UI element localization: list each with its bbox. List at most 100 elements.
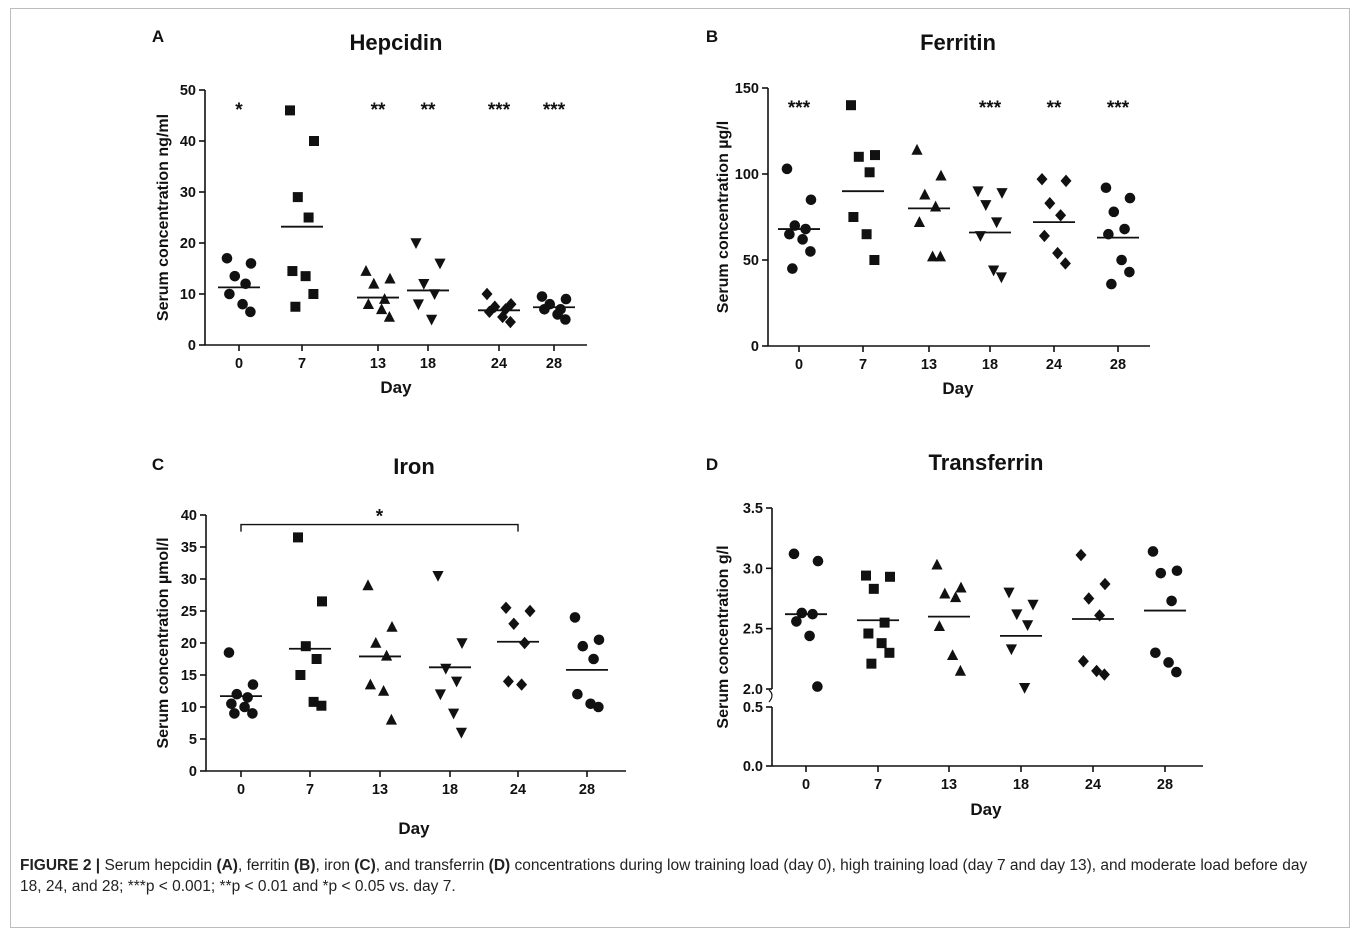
data-point bbox=[1038, 229, 1050, 243]
panel-letter: B bbox=[706, 27, 718, 46]
y-axis-label: Serum concentration µmol/l bbox=[155, 537, 172, 748]
y-tick-label: 0.5 bbox=[743, 700, 763, 716]
x-tick-label: 7 bbox=[298, 356, 306, 372]
data-point bbox=[812, 555, 824, 567]
x-tick-label: 7 bbox=[859, 357, 867, 373]
panel-letter: A bbox=[152, 27, 164, 46]
significance-marker: *** bbox=[543, 100, 566, 121]
data-point bbox=[927, 250, 939, 262]
panel-d: D Transferrin 2.0 2.5 3.0 3.5 0.0 0.5 0 7 13 18 24 28… bbox=[706, 450, 1203, 819]
data-point bbox=[939, 587, 951, 599]
data-point bbox=[879, 617, 890, 628]
data-point bbox=[386, 621, 398, 632]
data-point bbox=[1108, 206, 1120, 218]
chart-title: Ferritin bbox=[920, 30, 996, 55]
data-point bbox=[455, 727, 467, 739]
panel-letter: C bbox=[152, 455, 164, 474]
data-point bbox=[1052, 246, 1064, 260]
data-point bbox=[247, 708, 258, 719]
data-point bbox=[863, 628, 874, 639]
significance-marker: * bbox=[235, 100, 243, 121]
significance-marker: *** bbox=[488, 100, 511, 121]
x-tick-label: 24 bbox=[510, 782, 526, 798]
x-tick-label: 24 bbox=[1046, 357, 1062, 373]
data-point bbox=[223, 647, 235, 658]
data-point bbox=[245, 306, 256, 318]
data-point bbox=[1163, 657, 1174, 668]
data-point bbox=[791, 616, 802, 627]
caption-part: (B) bbox=[293, 857, 316, 874]
data-point bbox=[1055, 209, 1067, 222]
y-tick-label: 40 bbox=[180, 134, 196, 150]
data-point bbox=[797, 234, 808, 245]
data-point bbox=[866, 658, 877, 669]
data-point bbox=[504, 315, 516, 329]
y-tick-label: 0.0 bbox=[743, 759, 763, 775]
axis-break-mark bbox=[768, 689, 773, 703]
data-point bbox=[379, 293, 391, 304]
y-axis-label: Serum concentration ng/ml bbox=[155, 114, 172, 321]
data-point bbox=[293, 532, 303, 543]
chart-title: Hepcidin bbox=[350, 30, 443, 55]
data-point bbox=[947, 649, 959, 661]
y-tick-label: 20 bbox=[181, 636, 197, 652]
caption-body: Serum hepcidin (A), ferritin (B), iron (… bbox=[20, 857, 1307, 895]
caption-part: Serum hepcidin bbox=[100, 857, 217, 874]
data-point bbox=[552, 309, 563, 320]
data-point bbox=[853, 151, 864, 162]
data-point bbox=[1094, 609, 1106, 622]
data-point bbox=[1150, 647, 1161, 659]
data-point bbox=[229, 708, 240, 719]
data-point bbox=[861, 229, 872, 240]
caption-part: concentrations during low training load … bbox=[20, 857, 1308, 895]
data-point bbox=[434, 689, 446, 701]
data-point bbox=[502, 675, 514, 688]
y-tick-label: 50 bbox=[180, 83, 196, 99]
data-point bbox=[846, 100, 856, 111]
data-point bbox=[980, 200, 992, 211]
data-point bbox=[593, 701, 604, 713]
x-tick-label: 18 bbox=[420, 356, 436, 372]
data-point bbox=[861, 570, 871, 581]
data-point bbox=[1019, 682, 1031, 694]
data-point bbox=[412, 299, 424, 311]
data-point bbox=[311, 654, 322, 664]
significance-marker: *** bbox=[979, 98, 1002, 119]
significance-marker: ** bbox=[371, 100, 386, 121]
data-point bbox=[360, 265, 372, 276]
data-point bbox=[933, 620, 945, 632]
data-point bbox=[434, 258, 446, 270]
data-point bbox=[954, 664, 966, 676]
data-point bbox=[1171, 565, 1183, 577]
data-point bbox=[287, 266, 298, 277]
data-point bbox=[440, 663, 452, 675]
x-tick-label: 7 bbox=[306, 782, 314, 798]
caption-part: , ferritin bbox=[237, 857, 294, 874]
data-point bbox=[292, 192, 303, 203]
y-tick-label: 3.0 bbox=[743, 561, 763, 577]
data-point bbox=[500, 601, 512, 614]
data-point bbox=[316, 700, 327, 711]
data-point bbox=[572, 688, 583, 700]
data-point bbox=[972, 186, 984, 198]
y-tick-label: 150 bbox=[735, 81, 759, 97]
data-point bbox=[1099, 577, 1111, 591]
data-point bbox=[364, 678, 376, 690]
y-tick-label: 2.0 bbox=[743, 682, 763, 698]
chart-title: Transferrin bbox=[929, 450, 1044, 475]
data-point bbox=[309, 136, 319, 146]
y-tick-label: 30 bbox=[180, 185, 196, 201]
data-point bbox=[784, 228, 795, 240]
data-point bbox=[1124, 192, 1136, 204]
y-tick-label: 10 bbox=[180, 287, 196, 303]
data-point bbox=[884, 647, 895, 658]
x-tick-label: 28 bbox=[546, 356, 562, 372]
data-point bbox=[870, 150, 880, 161]
y-tick-label: 3.5 bbox=[743, 501, 763, 517]
y-tick-label: 100 bbox=[735, 167, 759, 183]
data-point bbox=[593, 634, 605, 646]
data-point bbox=[911, 143, 923, 155]
caption-part: (A) bbox=[216, 857, 238, 874]
data-point bbox=[864, 167, 875, 178]
data-point bbox=[1044, 197, 1056, 210]
